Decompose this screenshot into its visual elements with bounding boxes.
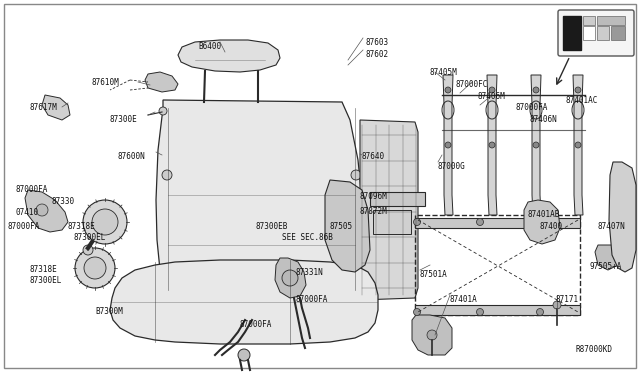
Circle shape [575, 87, 581, 93]
Polygon shape [531, 75, 541, 215]
Circle shape [36, 204, 48, 216]
Polygon shape [360, 120, 418, 300]
Polygon shape [487, 75, 497, 215]
Circle shape [533, 87, 539, 93]
Circle shape [84, 257, 106, 279]
Text: 87330: 87330 [52, 197, 75, 206]
Polygon shape [145, 72, 178, 92]
Text: 87318E: 87318E [30, 265, 58, 274]
Polygon shape [178, 40, 280, 72]
Text: 87000FA: 87000FA [15, 185, 47, 194]
Text: 87505: 87505 [330, 222, 353, 231]
Bar [597, 26, 609, 40]
Text: B7300M: B7300M [95, 307, 123, 316]
Text: 87407N: 87407N [598, 222, 626, 231]
Circle shape [282, 270, 298, 286]
Text: 87000FA: 87000FA [295, 295, 328, 304]
Circle shape [83, 245, 93, 255]
Bar [583, 16, 595, 25]
Polygon shape [110, 260, 378, 344]
Text: 87000FC: 87000FC [455, 80, 488, 89]
Text: R87000KD: R87000KD [575, 345, 612, 354]
Bar [415, 218, 580, 228]
Circle shape [75, 248, 115, 288]
Circle shape [83, 200, 127, 244]
Text: 07410: 07410 [15, 208, 38, 217]
Circle shape [162, 170, 172, 180]
Circle shape [477, 308, 483, 315]
Text: 87602: 87602 [365, 50, 388, 59]
Polygon shape [325, 180, 370, 272]
Circle shape [413, 308, 420, 315]
Text: 87501A: 87501A [420, 270, 448, 279]
Polygon shape [524, 200, 560, 244]
Bar [373, 210, 411, 234]
Bar [415, 305, 580, 315]
Text: 87400: 87400 [540, 222, 563, 231]
Polygon shape [609, 162, 636, 272]
Text: 87617M: 87617M [30, 103, 58, 112]
Circle shape [445, 87, 451, 93]
Circle shape [445, 142, 451, 148]
Text: 87000FA: 87000FA [240, 320, 273, 329]
Polygon shape [443, 75, 453, 215]
Bar [583, 26, 595, 40]
Text: 87300EB: 87300EB [256, 222, 289, 231]
Text: 87000FA: 87000FA [516, 103, 548, 112]
Circle shape [536, 218, 543, 225]
Text: 87406M: 87406M [478, 92, 506, 101]
Text: 87171: 87171 [555, 295, 578, 304]
Text: 87401AC: 87401AC [566, 96, 598, 105]
Text: 87401A: 87401A [450, 295, 477, 304]
Circle shape [553, 301, 561, 309]
Circle shape [238, 349, 250, 361]
Text: 87600N: 87600N [118, 152, 146, 161]
Circle shape [533, 142, 539, 148]
Text: 87300E: 87300E [110, 115, 138, 124]
Circle shape [575, 142, 581, 148]
Text: 87331N: 87331N [295, 268, 323, 277]
Text: 87872M: 87872M [360, 207, 388, 216]
FancyBboxPatch shape [558, 10, 634, 56]
Circle shape [351, 170, 361, 180]
Text: 97505+A: 97505+A [590, 262, 622, 271]
Text: 87610M: 87610M [92, 78, 120, 87]
Polygon shape [573, 75, 583, 215]
Circle shape [159, 107, 167, 115]
Text: 87401AB: 87401AB [528, 210, 561, 219]
Text: 87300EL: 87300EL [74, 233, 106, 242]
Text: B6400: B6400 [198, 42, 221, 51]
Circle shape [427, 330, 437, 340]
Text: 87318E: 87318E [68, 222, 96, 231]
Circle shape [489, 142, 495, 148]
Circle shape [477, 218, 483, 225]
Circle shape [536, 308, 543, 315]
Text: 87096M: 87096M [360, 192, 388, 201]
Bar [611, 26, 625, 40]
Circle shape [92, 209, 118, 235]
Polygon shape [156, 100, 362, 305]
Text: 87603: 87603 [365, 38, 388, 47]
Text: 87406N: 87406N [530, 115, 557, 124]
Circle shape [489, 87, 495, 93]
Bar [370, 192, 425, 206]
Text: 87640: 87640 [362, 152, 385, 161]
Polygon shape [595, 245, 620, 270]
Bar [597, 16, 625, 25]
Text: SEE SEC.86B: SEE SEC.86B [282, 233, 333, 242]
Text: 87300EL: 87300EL [30, 276, 62, 285]
Text: 87405M: 87405M [430, 68, 458, 77]
Circle shape [413, 218, 420, 225]
Polygon shape [25, 190, 68, 232]
Text: 87000G: 87000G [438, 162, 466, 171]
Polygon shape [275, 258, 306, 298]
Polygon shape [42, 95, 70, 120]
Bar [563, 16, 581, 50]
Text: 87000FA: 87000FA [8, 222, 40, 231]
Polygon shape [412, 315, 452, 355]
